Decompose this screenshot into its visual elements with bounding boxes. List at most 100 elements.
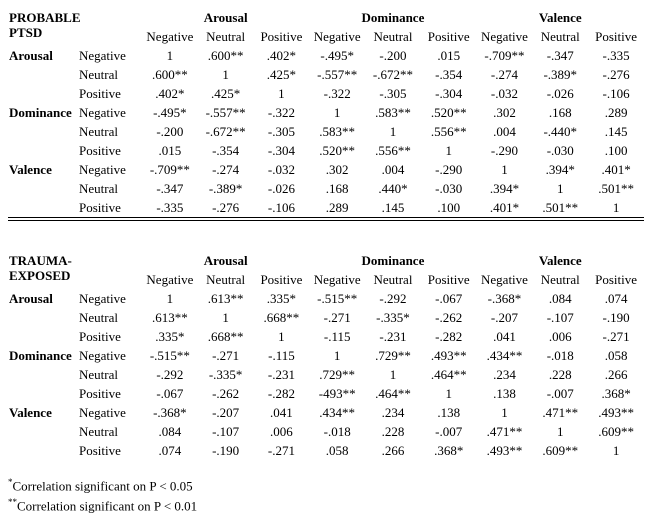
correlation-value: 1 [612,443,620,458]
row-label: Positive [79,86,121,101]
spacer-cell [78,251,142,270]
row-label: Positive [79,143,121,158]
table-row: Neutral .600** 1 .425* -.557** -.672** -.354 -.… [8,65,644,84]
table-row: Neutral .084 -.107 .006 -.018 .228 -.007 .471**… [8,422,644,441]
table-row: Neutral .613** 1 .668** -.271 -.335* -.262 -.20… [8,308,644,327]
correlation-value: -.271 [267,443,295,458]
sub-header-row: Negative Neutral Positive Negative Neutral Po… [8,27,644,46]
correlation-table-trauma-exposed: TRAUMA- EXPOSED Arousal Dominance Valence Ne… [8,251,644,460]
correlation-value: -.368* [153,405,187,420]
row-label: Neutral [79,367,118,382]
correlation-value: .434** [486,348,523,363]
correlation-value: -.271 [602,329,630,344]
correlation-value: -.292 [156,367,184,382]
row-label: Neutral [79,310,118,325]
row-group-label: Valence [9,405,52,420]
correlation-value: .394* [545,162,575,177]
correlation-value: 1 [445,143,452,158]
correlation-value: -.067 [156,386,184,401]
table-row: Positive .402* .425* 1 -.322 -.305 -.304 -.032 -… [8,84,644,103]
correlation-value: .058 [604,348,628,363]
correlation-value: .266 [381,443,405,458]
correlation-value: .289 [325,200,349,215]
correlation-value: -.200 [156,124,184,139]
correlation-value: -.262 [212,386,240,401]
correlation-value: .138 [437,405,461,420]
column-subheader: Positive [595,272,638,287]
column-subheader: Neutral [206,272,246,287]
correlation-value: -.032 [490,86,519,101]
correlation-value: .464** [430,367,467,382]
correlation-value: -.709** [149,162,190,177]
row-label: Neutral [79,181,118,196]
row-label: Negative [79,348,126,363]
correlation-value: .084 [158,424,182,439]
correlation-value: .302 [493,105,516,120]
correlation-value: .440* [378,181,408,196]
row-label: Positive [79,443,121,458]
column-subheader: Positive [260,29,303,44]
correlation-value: -.305 [379,86,407,101]
column-subheader: Positive [427,272,470,287]
correlation-value: -.231 [379,329,407,344]
correlation-value: .015 [437,48,461,63]
correlation-value: .613** [152,310,188,325]
footnote-p05: *Correlation significant on P < 0.05 [8,474,644,494]
correlation-value: 1 [501,405,508,420]
table-row: Neutral -.347 -.389* -.026 .168 .440* -.030 .39… [8,179,644,198]
correlation-value: .556** [430,124,467,139]
correlation-value: -.030 [435,181,463,196]
table-row: Positive .015 -.354 -.304 .520** .556** 1 -.290… [8,141,644,160]
column-subheader: Neutral [206,29,246,44]
correlation-value: .600** [152,67,188,82]
correlation-value: .471** [542,405,579,420]
column-group-header: Valence [538,10,582,25]
correlation-value: -.207 [490,310,519,325]
correlation-value: .402* [155,86,185,101]
correlation-value: .368* [601,386,631,401]
column-subheader: Negative [313,29,361,44]
row-label: Positive [79,200,121,215]
footnote-text: Correlation significant on P < 0.05 [12,478,193,494]
correlation-value: .464** [375,386,411,401]
correlation-value: -.305 [267,124,295,139]
correlation-value: .100 [437,200,461,215]
correlation-value: .084 [548,291,572,306]
correlation-value: -.107 [212,424,240,439]
row-label: Positive [79,386,121,401]
correlation-value: -.292 [379,291,407,306]
correlation-value: -.282 [435,329,463,344]
correlation-value: 1 [612,200,620,215]
correlation-value: .668** [207,329,244,344]
correlation-value: -.354 [435,67,463,82]
correlation-value: -.207 [212,405,240,420]
correlation-value: .520** [319,143,356,158]
correlation-value: .729** [319,367,356,382]
correlation-table-probable-ptsd: PROBABLE PTSD Arousal Dominance Valence Nega… [8,8,644,221]
row-label: Negative [79,48,126,63]
correlation-value: 1 [389,367,397,382]
correlation-value: 1 [501,162,508,177]
column-subheader: Negative [481,29,528,44]
row-group-label: Dominance [9,105,72,120]
correlation-value: -.389* [208,181,243,196]
correlation-value: -.276 [212,200,240,215]
correlation-value: -.389* [543,67,578,82]
correlation-value: .006 [270,424,293,439]
correlation-value: .004 [493,124,516,139]
correlation-value: -.557** [317,67,358,82]
correlation-value: 1 [222,310,229,325]
column-group-header: Dominance [361,10,425,25]
correlation-value: .600** [207,48,244,63]
correlation-value: -.515** [317,291,358,306]
correlation-value: -.709** [484,48,525,63]
correlation-value: .493** [486,443,523,458]
correlation-value: 1 [556,181,564,196]
correlation-value: -.007 [435,424,463,439]
correlation-value: .425* [266,67,297,82]
correlation-value: .074 [158,443,182,458]
footnote-marker: * [8,477,13,487]
correlation-value: .015 [158,143,182,158]
column-subheader: Neutral [540,272,580,287]
correlation-value: -.672** [205,124,246,139]
